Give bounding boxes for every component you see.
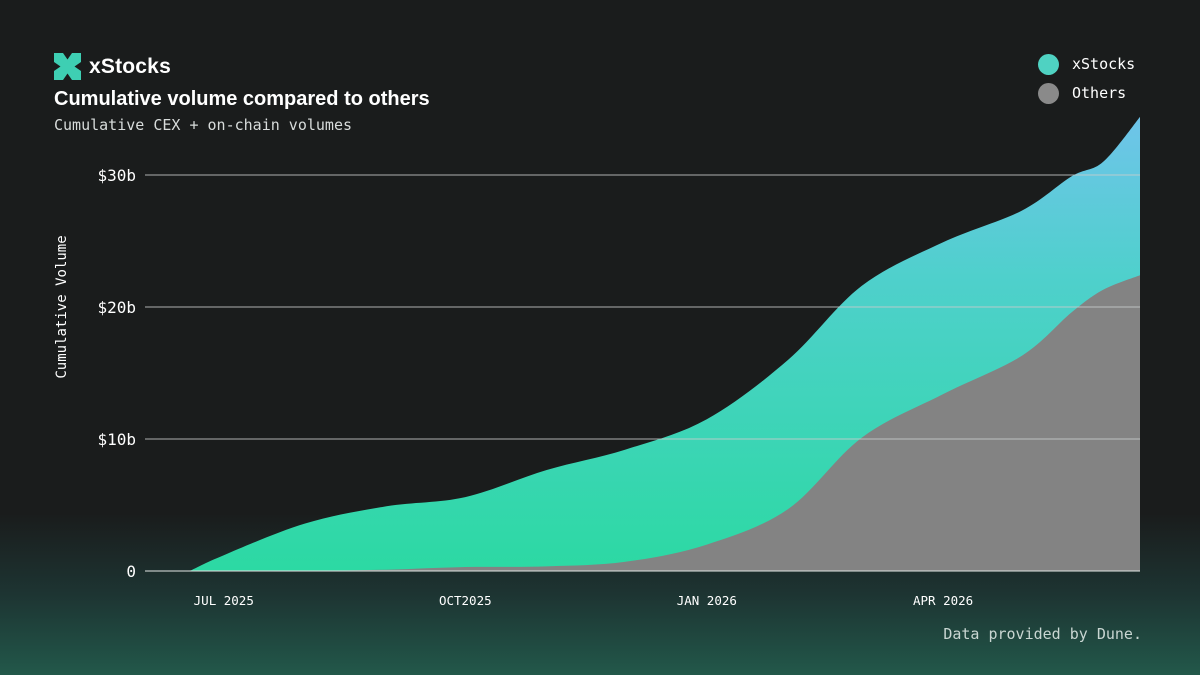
data-source-note: Data provided by Dune. (943, 625, 1142, 643)
legend-swatch-xstocks (1038, 53, 1059, 75)
chart-subtitle: Cumulative CEX + on-chain volumes (54, 116, 353, 134)
legend-item-others: Others (1038, 82, 1135, 104)
legend-swatch-others (1038, 82, 1059, 104)
x-tick-label: JUL 2025 (194, 593, 254, 608)
axis-layer: 0 $10b $20b $30b JUL 2025 OCT2025 JAN 2026 APR … (54, 166, 973, 608)
legend-item-xstocks: xStocks (1038, 53, 1135, 75)
y-axis-label: Cumulative Volume (54, 235, 70, 378)
legend-label-xstocks: xStocks (1072, 55, 1136, 73)
chart-legend: xStocks Others (1038, 53, 1135, 111)
grid-layer (145, 174, 1140, 572)
brand: xStocks (54, 53, 171, 80)
x-tick-label: JAN 2026 (677, 593, 737, 608)
x-tick-label: APR 2026 (913, 593, 973, 608)
chart-title: Cumulative volume compared to others (54, 88, 430, 110)
xstocks-logo-icon (54, 53, 81, 80)
y-tick-label: $20b (97, 298, 136, 317)
area-others (189, 275, 1141, 572)
y-tick-label: $10b (97, 430, 136, 449)
brand-name: xStocks (89, 54, 171, 78)
legend-label-others: Others (1072, 84, 1127, 102)
y-tick-label: $30b (97, 166, 136, 185)
x-tick-label: OCT2025 (439, 593, 492, 608)
area-layer (189, 116, 1141, 572)
y-tick-label: 0 (126, 562, 136, 581)
